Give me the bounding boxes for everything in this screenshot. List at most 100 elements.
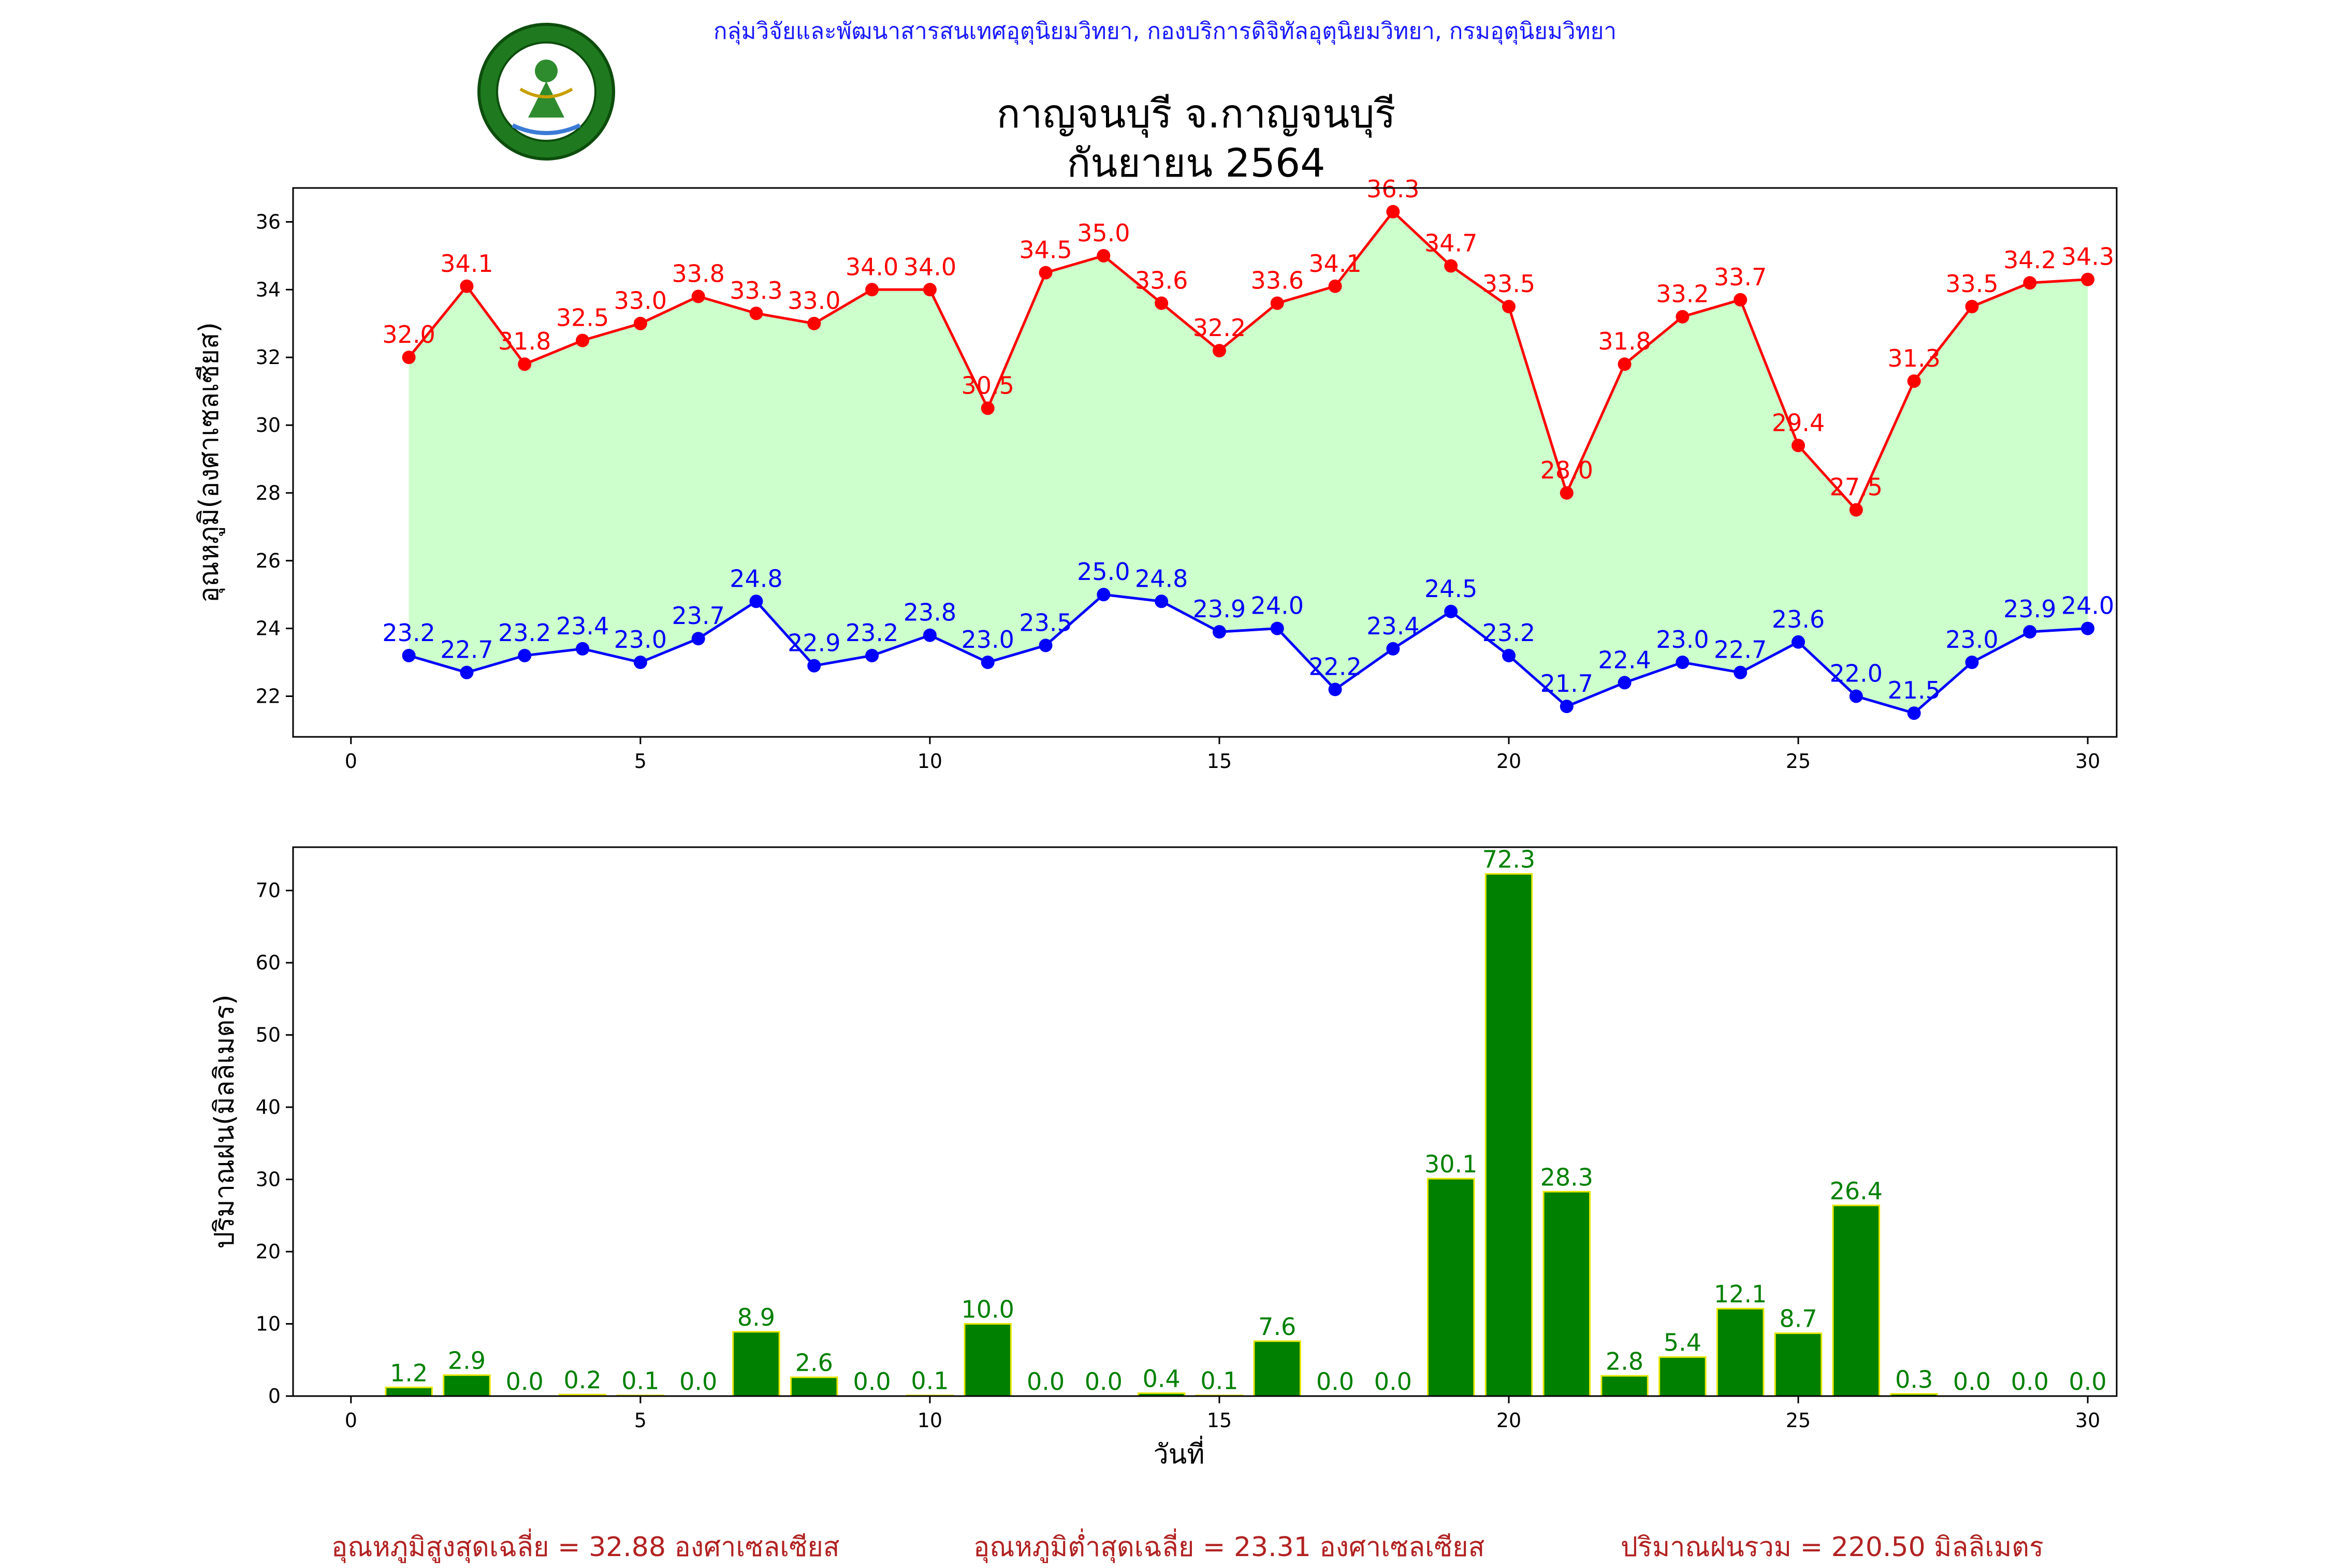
rain-bar-label: 0.0 bbox=[506, 1368, 544, 1396]
rain-bar-label: 28.3 bbox=[1540, 1163, 1593, 1191]
min-temp-label: 23.0 bbox=[1656, 626, 1709, 654]
y-tick-label: 34 bbox=[256, 278, 281, 301]
max-temp-point bbox=[1502, 300, 1516, 314]
min-temp-point bbox=[1444, 604, 1458, 618]
max-temp-label: 33.7 bbox=[1714, 263, 1767, 291]
max-temp-point bbox=[1155, 296, 1169, 310]
min-temp-label: 23.2 bbox=[846, 619, 898, 647]
max-temp-label: 36.3 bbox=[1366, 175, 1419, 203]
max-temp-label: 34.0 bbox=[846, 253, 898, 281]
y-tick-label: 28 bbox=[256, 482, 281, 504]
x-tick-label: 20 bbox=[1496, 750, 1521, 773]
y-tick-label: 26 bbox=[256, 549, 281, 572]
rain-bar-label: 0.0 bbox=[1953, 1368, 1991, 1396]
temperature-y-label: อุณหภูมิ(องศาเซลเซียส) bbox=[194, 322, 225, 603]
min-temp-label: 23.0 bbox=[614, 626, 667, 654]
max-temp-point bbox=[1907, 374, 1921, 388]
rain-bar-label: 26.4 bbox=[1830, 1177, 1883, 1205]
min-temp-point bbox=[402, 648, 416, 662]
max-temp-label: 33.3 bbox=[730, 277, 782, 304]
rain-bar-label: 0.0 bbox=[853, 1368, 891, 1396]
max-temp-label: 32.5 bbox=[556, 303, 609, 331]
rain-bar-label: 0.0 bbox=[2069, 1368, 2107, 1396]
rain-bar-label: 72.3 bbox=[1482, 846, 1535, 874]
min-temp-label: 23.7 bbox=[672, 602, 724, 630]
max-temp-line bbox=[407, 210, 2088, 513]
min-temp-point bbox=[633, 656, 647, 670]
rain-bar-label: 12.1 bbox=[1714, 1280, 1767, 1308]
temperature-range-fill bbox=[409, 211, 2088, 714]
rain-bar bbox=[443, 1374, 491, 1397]
rainfall-plot-frame bbox=[292, 846, 2118, 1397]
max-temp-point bbox=[2023, 276, 2037, 290]
min-temp-point bbox=[1502, 648, 1516, 662]
max-temp-label: 34.0 bbox=[904, 253, 956, 281]
min-temp-point bbox=[1039, 638, 1053, 652]
min-temp-point bbox=[1386, 642, 1400, 656]
max-temp-point bbox=[633, 316, 647, 330]
min-temp-point bbox=[1560, 700, 1574, 714]
max-temp-point bbox=[402, 351, 416, 365]
max-temp-point bbox=[865, 283, 879, 297]
rain-bar bbox=[1484, 873, 1533, 1397]
x-tick-label: 15 bbox=[1207, 750, 1232, 773]
max-temp-label: 33.6 bbox=[1251, 266, 1304, 294]
rain-bar-label: 2.8 bbox=[1606, 1347, 1643, 1375]
max-temp-point bbox=[1734, 293, 1748, 307]
rain-bar-label: 10.0 bbox=[962, 1296, 1014, 1324]
x-tick-label: 0 bbox=[345, 750, 357, 773]
y-tick-label: 60 bbox=[256, 951, 281, 974]
rain-bar-label: 0.0 bbox=[1085, 1368, 1123, 1396]
rain-bar bbox=[1253, 1340, 1301, 1397]
max-temp-point bbox=[1097, 249, 1111, 263]
min-temp-label: 24.0 bbox=[1251, 592, 1304, 620]
max-temp-label: 31.8 bbox=[1598, 327, 1651, 355]
rain-bar-label: 0.3 bbox=[1895, 1366, 1933, 1393]
max-temp-label: 33.8 bbox=[672, 259, 724, 287]
min-temp-line bbox=[408, 593, 2088, 715]
temperature-chart: 0 5 10 15 20 25 30 22 24 26 28 30 32 34 36 32.0 34.1 31.8… bbox=[194, 175, 2118, 773]
min-temp-label: 23.5 bbox=[1019, 608, 1072, 636]
min-temp-label: 22.9 bbox=[788, 629, 840, 657]
max-temp-label: 32.0 bbox=[382, 321, 435, 349]
min-temp-label: 23.4 bbox=[556, 612, 609, 640]
max-temp-point bbox=[1212, 344, 1226, 358]
max-temp-point bbox=[749, 307, 763, 321]
min-temp-point bbox=[1792, 635, 1805, 649]
min-temp-point bbox=[1849, 689, 1863, 703]
x-tick-label: 30 bbox=[2075, 750, 2100, 773]
min-temp-point bbox=[1965, 656, 1979, 670]
max-temp-point bbox=[1560, 486, 1574, 500]
min-temp-label: 24.8 bbox=[1135, 564, 1188, 592]
min-temp-point bbox=[1328, 683, 1342, 696]
rain-bar-label: 0.0 bbox=[2011, 1368, 2049, 1396]
rain-bar-label: 0.0 bbox=[1374, 1368, 1412, 1396]
meteorological-department-seal-icon bbox=[477, 23, 615, 161]
rain-bar-label: 8.9 bbox=[737, 1303, 775, 1331]
rain-bar-label: 5.4 bbox=[1664, 1329, 1701, 1357]
max-temp-point bbox=[1039, 266, 1053, 280]
rain-bar-label: 8.7 bbox=[1779, 1305, 1817, 1333]
max-temp-label: 34.1 bbox=[1308, 250, 1361, 278]
min-temp-point bbox=[576, 642, 590, 656]
max-temp-label: 31.3 bbox=[1887, 344, 1940, 372]
max-temp-label: 34.7 bbox=[1424, 229, 1477, 257]
min-temp-label: 23.6 bbox=[1772, 605, 1825, 633]
max-temp-point bbox=[1849, 503, 1863, 517]
min-temp-point bbox=[749, 594, 763, 608]
x-tick-label: 0 bbox=[345, 1409, 357, 1432]
max-temp-label: 35.0 bbox=[1077, 219, 1130, 247]
min-temp-point bbox=[2081, 621, 2095, 635]
max-temp-label: 28.0 bbox=[1540, 456, 1593, 484]
temperature-plot-frame bbox=[292, 187, 2118, 738]
y-tick-label: 36 bbox=[256, 210, 281, 233]
rain-bar bbox=[1426, 1178, 1475, 1397]
x-tick-label: 30 bbox=[2075, 1409, 2100, 1432]
max-temp-point bbox=[1965, 300, 1979, 314]
min-temp-point bbox=[1270, 621, 1284, 635]
min-temp-point bbox=[865, 648, 879, 662]
footer-total-rain: ปริมาณฝนรวม = 220.50 มิลลิเมตร bbox=[1621, 1532, 2044, 1563]
min-temp-label: 21.5 bbox=[1887, 676, 1940, 704]
min-temp-point bbox=[460, 665, 474, 679]
